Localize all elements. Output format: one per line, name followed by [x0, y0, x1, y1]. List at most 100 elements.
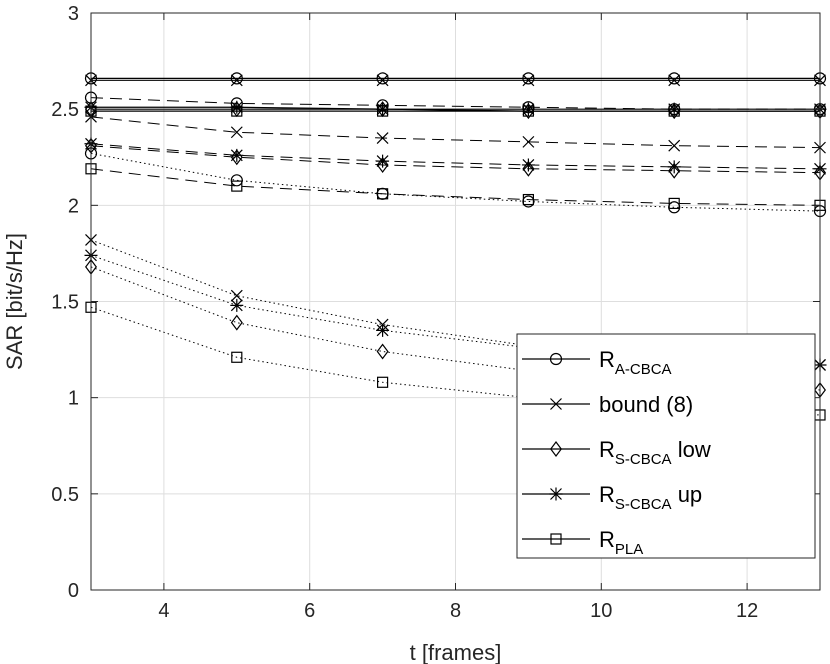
series-line	[90, 116, 821, 149]
x-tick-label: 4	[158, 600, 169, 622]
marker-x	[376, 74, 389, 87]
marker-star	[521, 158, 535, 172]
legend-entry: RS-CBCA up	[522, 482, 702, 513]
tick-labels: 4 6 8 10 12 0 0.5 1 1.5 2 2.5 3	[51, 3, 758, 622]
y-tick-label: 0	[68, 580, 79, 602]
legend-label-suffix: low	[672, 437, 711, 462]
marker-star	[549, 487, 563, 501]
data-point	[230, 314, 243, 331]
data-point	[230, 72, 243, 85]
marker-square	[522, 105, 535, 117]
data-point	[377, 376, 389, 388]
legend-marker	[550, 398, 562, 410]
marker-star	[376, 102, 390, 116]
marker-star	[667, 160, 681, 174]
data-point	[230, 148, 244, 162]
legend-entry: bound (8)	[522, 392, 693, 417]
marker-star	[667, 102, 681, 116]
marker-x	[522, 135, 535, 148]
legend-marker	[550, 533, 562, 545]
marker-star	[521, 102, 535, 116]
y-tick-label: 2	[68, 195, 79, 217]
legend-entry: RA-CBCA	[522, 347, 672, 378]
data-point	[230, 174, 243, 187]
marker-x	[668, 139, 681, 152]
data-point	[376, 187, 389, 200]
marker-circle	[376, 187, 389, 200]
marker-star	[230, 100, 244, 114]
marker-star	[376, 154, 390, 168]
data-point	[231, 180, 243, 192]
y-tick-label: 0.5	[51, 484, 79, 506]
data-point	[668, 139, 681, 152]
data-point	[376, 156, 389, 173]
data-point	[668, 74, 681, 87]
data-point	[230, 74, 243, 87]
series-line	[90, 145, 821, 174]
marker-square	[550, 533, 562, 545]
marker-diamond	[522, 160, 535, 177]
data-point	[376, 74, 389, 87]
data-point	[521, 102, 535, 116]
data-point	[667, 160, 681, 174]
data-point	[230, 100, 244, 114]
legend-box	[516, 333, 816, 559]
data-point	[230, 289, 243, 302]
data-point	[376, 72, 389, 85]
marker-circle	[376, 99, 389, 112]
legend-label: RA-CBCA	[599, 347, 672, 378]
data-point	[667, 102, 681, 116]
marker-circle	[549, 352, 563, 366]
marker-square	[231, 105, 243, 117]
marker-square	[377, 376, 389, 388]
marker-x	[230, 289, 243, 302]
data-point	[230, 126, 243, 139]
series-line	[90, 239, 821, 366]
marker-x	[550, 398, 562, 410]
legend-marker	[549, 487, 563, 501]
y-tick-label: 1	[68, 388, 79, 410]
marker-x	[522, 74, 535, 87]
data-point	[377, 105, 389, 117]
legend-entry: RS-CBCA low	[522, 437, 711, 468]
marker-diamond	[376, 343, 389, 360]
series-line	[91, 106, 820, 110]
y-tick-label: 1.5	[51, 292, 79, 314]
legend-label-subscript: S-CBCA	[615, 451, 672, 468]
marker-diamond	[376, 156, 389, 173]
marker-circle	[522, 72, 535, 85]
data-point	[376, 132, 389, 144]
series-line	[90, 143, 821, 170]
data-point	[521, 158, 535, 172]
marker-circle	[230, 97, 243, 110]
data-point	[668, 103, 681, 116]
data-point	[231, 351, 243, 363]
data-point	[376, 102, 390, 116]
marker-star	[230, 148, 244, 162]
legend-label: RS-CBCA low	[599, 437, 711, 468]
marker-x	[668, 74, 681, 87]
data-point	[376, 323, 390, 337]
data-point	[376, 343, 389, 360]
marker-diamond	[230, 314, 243, 331]
legend-label-main: R	[599, 482, 615, 507]
marker-star	[376, 323, 390, 337]
legend-label-suffix: up	[672, 482, 703, 507]
data-point	[522, 160, 535, 177]
data-point	[231, 105, 243, 117]
legend-entry: RPLA	[522, 527, 643, 558]
legend-label-subscript: PLA	[615, 541, 643, 558]
series-line	[90, 168, 821, 206]
data-point	[522, 105, 535, 117]
marker-x	[230, 74, 243, 87]
legend-label-main: R	[599, 527, 615, 552]
legend-label: bound (8)	[599, 392, 693, 417]
data-point	[668, 197, 680, 210]
x-tick-label: 8	[450, 600, 461, 622]
legend-label: RS-CBCA up	[599, 482, 702, 513]
marker-square	[231, 180, 243, 192]
x-tick-label: 10	[590, 600, 612, 622]
legend-label: RPLA	[599, 527, 643, 558]
